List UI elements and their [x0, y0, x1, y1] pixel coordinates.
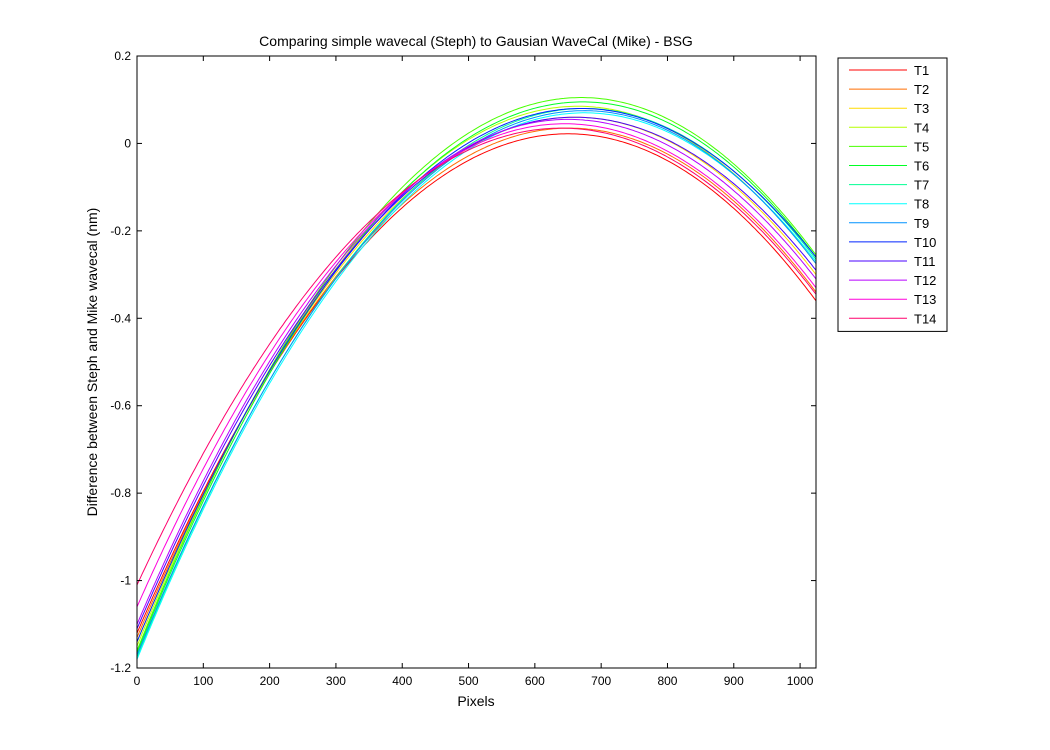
legend-label-t6: T6	[914, 159, 929, 174]
legend-label-t5: T5	[914, 139, 929, 154]
legend-label-t8: T8	[914, 197, 929, 212]
legend-box	[837, 57, 948, 332]
chart-title: Comparing simple wavecal (Steph) to Gaus…	[259, 33, 693, 49]
series-line-t14	[136, 127, 817, 586]
y-tick-label: 0.2	[114, 49, 131, 63]
series-line-t11	[136, 116, 817, 629]
legend-label-t13: T13	[914, 292, 936, 307]
x-tick-label: 200	[260, 674, 280, 688]
legend-label-t2: T2	[914, 82, 929, 97]
y-tick-label: -1.2	[110, 661, 131, 675]
y-tick-label: 0	[124, 136, 131, 150]
plot-frame	[136, 55, 817, 669]
y-axis-label: Difference between Steph and Mike waveca…	[84, 208, 100, 517]
plot-area	[137, 56, 816, 668]
y-tick-label: -1	[120, 574, 131, 588]
series-line-t12	[136, 118, 817, 625]
series-line-t10	[136, 108, 817, 642]
y-tick-label: -0.6	[110, 399, 131, 413]
x-tick-label: 100	[193, 674, 213, 688]
x-tick-label: 800	[657, 674, 677, 688]
x-tick-label: 900	[724, 674, 744, 688]
legend: T1 T2 T3 T4 T5 T6 T7 T8 T9 T10 T11 T12 T13 T14	[837, 57, 948, 332]
legend-label-t12: T12	[914, 273, 936, 288]
y-tick-label: -0.8	[110, 486, 131, 500]
series-line-t6	[136, 101, 817, 653]
x-tick-label: 1000	[787, 674, 814, 688]
legend-label-t1: T1	[914, 63, 929, 78]
ticks-layer: 0 100 200 300 400 500 600 700 800 900 1000 -1.2 -1 -0…	[110, 49, 816, 688]
x-tick-label: 600	[525, 674, 545, 688]
x-tick-label: 500	[459, 674, 479, 688]
legend-label-t10: T10	[914, 235, 936, 250]
y-tick-label: -0.4	[110, 311, 131, 325]
x-axis-label: Pixels	[457, 693, 494, 709]
x-tick-label: 0	[134, 674, 141, 688]
legend-label-t14: T14	[914, 311, 936, 326]
x-tick-label: 700	[591, 674, 611, 688]
legend-label-t3: T3	[914, 101, 929, 116]
legend-label-t9: T9	[914, 216, 929, 231]
series-line-t13	[136, 123, 817, 608]
series-layer	[136, 97, 817, 660]
x-tick-label: 400	[392, 674, 412, 688]
legend-label-t7: T7	[914, 178, 929, 193]
x-tick-label: 300	[326, 674, 346, 688]
legend-label-t4: T4	[914, 120, 929, 135]
y-tick-label: -0.2	[110, 224, 131, 238]
legend-label-t11: T11	[914, 254, 935, 269]
